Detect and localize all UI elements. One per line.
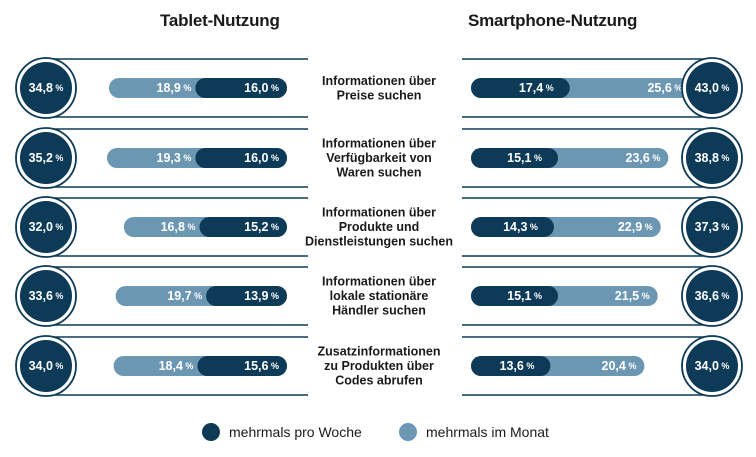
tablet-bar-weekly [199, 217, 287, 237]
smartphone-total-circle [686, 62, 738, 114]
tablet-bar-weekly [206, 286, 287, 306]
smartphone-total-circle [686, 270, 738, 322]
smartphone-value-weekly: 15,1 % [507, 289, 542, 303]
tablet-value-weekly: 16,0 % [244, 151, 279, 165]
smartphone-value-weekly: 13,6 % [500, 359, 535, 373]
tablet-bar-weekly [197, 356, 287, 376]
smartphone-bar-weekly [471, 286, 559, 306]
tablet-value-monthly: 18,4 % [159, 359, 194, 373]
tablet-bar-weekly [195, 148, 287, 168]
tablet-total-value: 35,2 % [29, 151, 64, 165]
tablet-total-value: 34,8 % [29, 81, 64, 95]
tablet-bar-weekly [195, 78, 287, 98]
legend-swatch-monthly [399, 423, 417, 441]
tablet-total-circle [20, 340, 72, 392]
smartphone-value-weekly: 17,4 % [519, 81, 554, 95]
smartphone-value-monthly: 21,5 % [615, 289, 650, 303]
tablet-value-monthly: 19,7 % [167, 289, 202, 303]
smartphone-bar-weekly [471, 217, 554, 237]
smartphone-value-monthly: 25,6 % [647, 81, 682, 95]
tablet-value-monthly: 19,3 % [157, 151, 192, 165]
smartphone-value-monthly: 23,6 % [626, 151, 661, 165]
smartphone-total-circle [686, 132, 738, 184]
category-label: Zusatzinformationen zu Produkten über Code… [318, 345, 441, 388]
category-label: Informationen über Verfügbarkeit von Waren… [322, 137, 436, 180]
tablet-value-weekly: 15,6 % [244, 359, 279, 373]
legend-swatch-weekly [202, 423, 220, 441]
tablet-value-weekly: 16,0 % [244, 81, 279, 95]
smartphone-bar-weekly [471, 356, 551, 376]
smartphone-total-value: 34,0 % [695, 359, 730, 373]
legend-item-weekly: mehrmals pro Woche [202, 423, 362, 441]
tablet-value-weekly: 13,9 % [244, 289, 279, 303]
legend-label-weekly: mehrmals pro Woche [229, 424, 362, 440]
tablet-title: Tablet-Nutzung [160, 11, 280, 30]
category-label: Informationen über Preise suchen [322, 74, 436, 103]
tablet-total-circle [20, 132, 72, 184]
usage-chart: 18,9 % 16,0 % 34,8 % 17,4 % 25,6 % 43,0 % Info… [15, 57, 743, 397]
smartphone-total-value: 43,0 % [695, 81, 730, 95]
smartphone-value-monthly: 22,9 % [618, 220, 653, 234]
category-label: Informationen über Produkte und Dienstleis… [305, 206, 453, 249]
tablet-total-value: 32,0 % [29, 220, 64, 234]
category-label: Informationen über lokale stationäre Händl… [322, 275, 436, 318]
tablet-total-value: 33,6 % [29, 289, 64, 303]
tablet-total-value: 34,0 % [29, 359, 64, 373]
legend-item-monthly: mehrmals im Monat [399, 423, 549, 441]
smartphone-total-value: 36,6 % [695, 289, 730, 303]
smartphone-value-weekly: 14,3 % [503, 220, 538, 234]
tablet-total-circle [20, 201, 72, 253]
smartphone-total-circle [686, 340, 738, 392]
smartphone-total-value: 37,3 % [695, 220, 730, 234]
tablet-total-circle [20, 270, 72, 322]
tablet-value-monthly: 18,9 % [157, 81, 192, 95]
tablet-value-monthly: 16,8 % [161, 220, 196, 234]
smartphone-total-circle [686, 201, 738, 253]
smartphone-bar-weekly [471, 78, 570, 98]
smartphone-total-value: 38,8 % [695, 151, 730, 165]
tablet-total-circle [20, 62, 72, 114]
tablet-value-weekly: 15,2 % [244, 220, 279, 234]
smartphone-value-monthly: 20,4 % [602, 359, 637, 373]
legend-label-monthly: mehrmals im Monat [426, 424, 549, 440]
smartphone-title: Smartphone-Nutzung [468, 11, 638, 30]
smartphone-value-weekly: 15,1 % [507, 151, 542, 165]
smartphone-bar-weekly [471, 148, 559, 168]
